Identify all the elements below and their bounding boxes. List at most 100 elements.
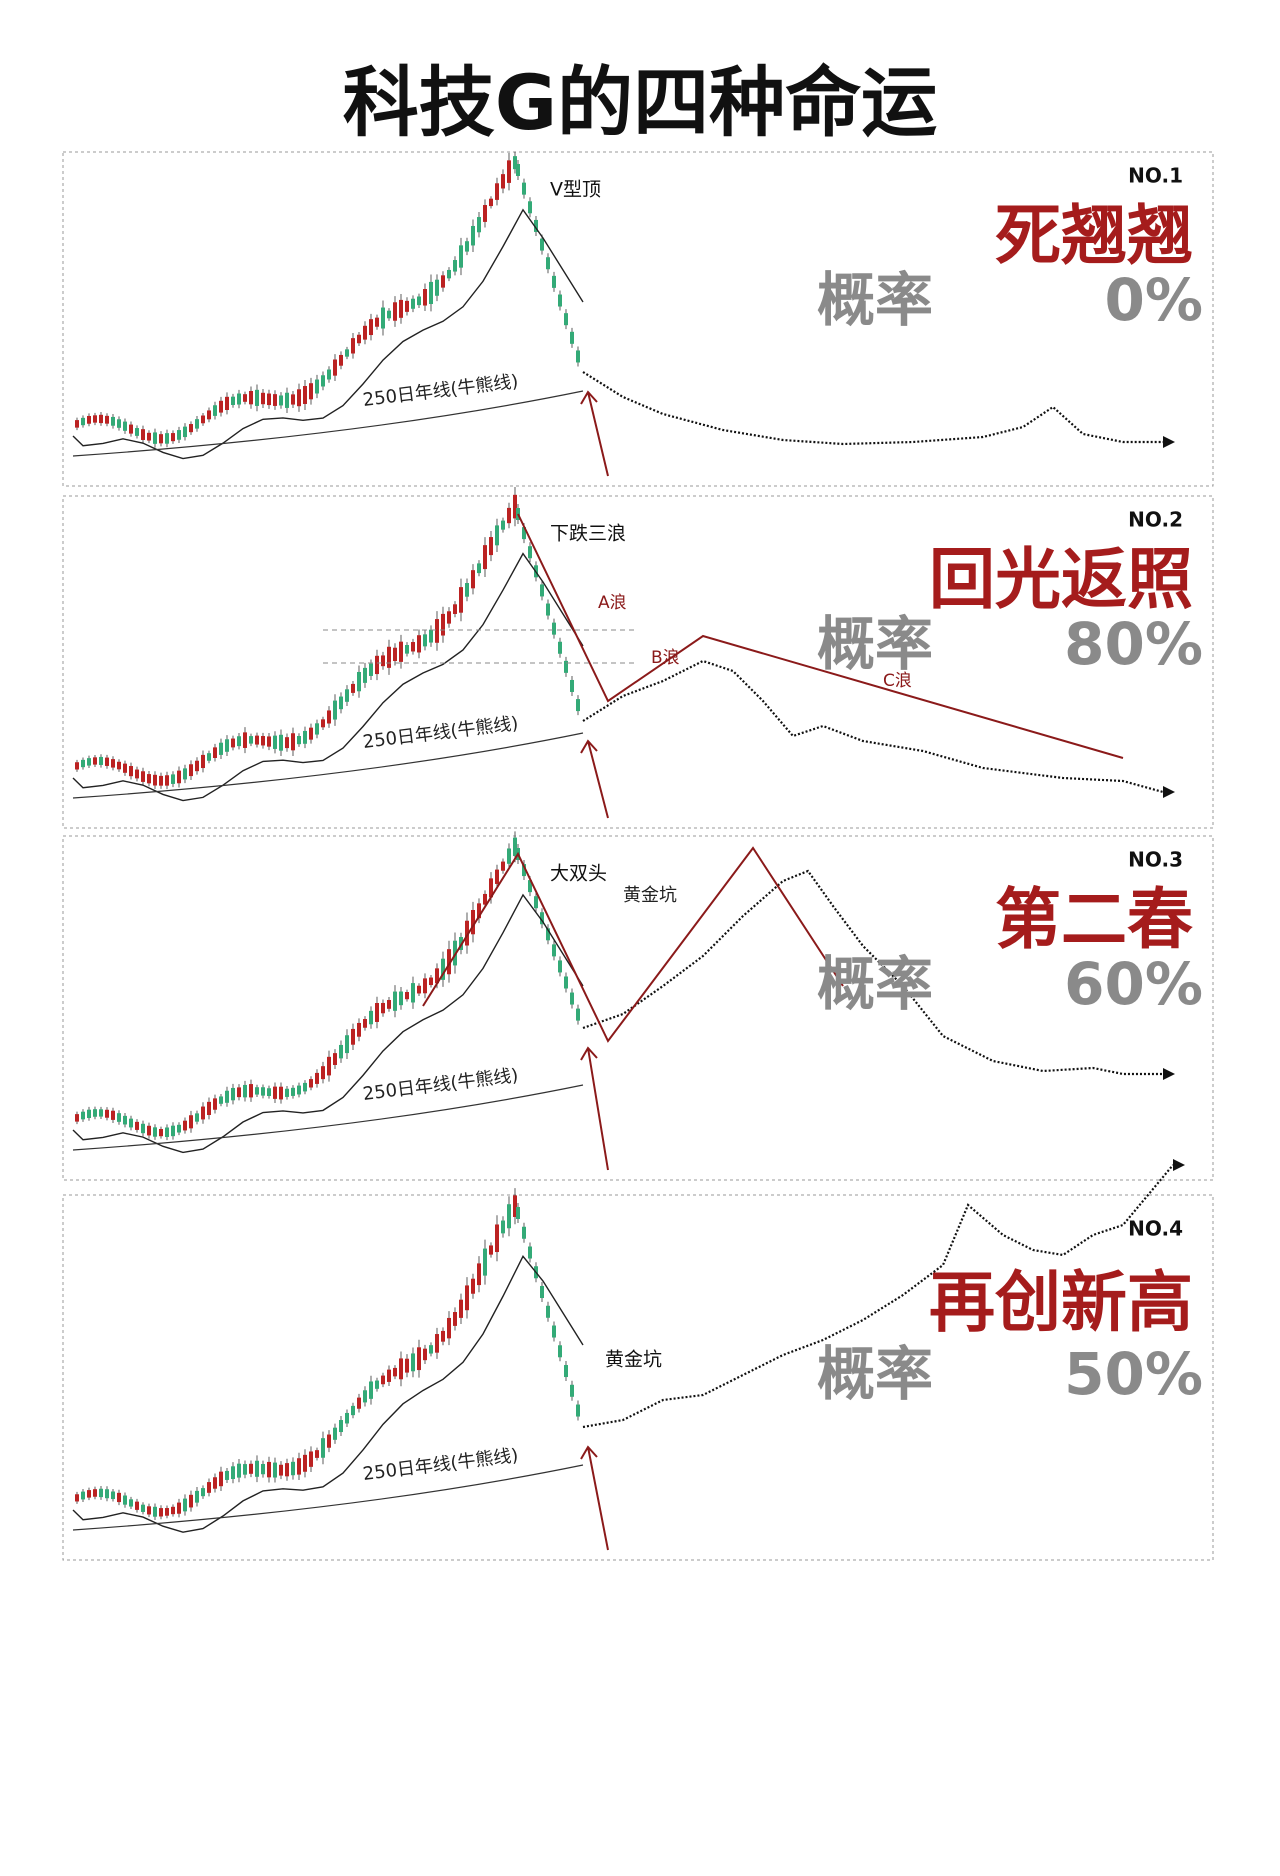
candle <box>159 434 163 444</box>
panel-frame <box>62 1194 1214 1561</box>
candle <box>309 1451 313 1467</box>
candle <box>387 646 391 668</box>
candle <box>81 1111 85 1120</box>
bottom-arrow <box>580 390 609 477</box>
candle <box>528 546 532 559</box>
candle <box>321 1066 325 1080</box>
candle <box>513 494 517 519</box>
bottom-arrow <box>580 1046 609 1171</box>
candle <box>333 1053 337 1065</box>
prob-label: 概率 <box>817 610 933 678</box>
candle <box>279 1464 283 1476</box>
candle <box>375 1003 379 1022</box>
candle <box>81 417 85 426</box>
candle <box>489 878 493 898</box>
candle <box>129 766 133 777</box>
candle <box>471 225 475 246</box>
candle <box>339 354 343 366</box>
candle <box>339 1044 343 1059</box>
candle <box>225 1090 229 1103</box>
candle <box>219 1096 223 1104</box>
candle <box>363 667 367 683</box>
candle <box>141 771 145 782</box>
candle <box>285 392 289 408</box>
candle <box>123 421 127 431</box>
candle <box>375 1380 379 1389</box>
candle <box>357 671 361 692</box>
candle <box>291 1087 295 1096</box>
candle <box>453 1312 457 1326</box>
candle <box>189 1115 193 1129</box>
candle <box>369 1381 373 1399</box>
candle <box>507 507 511 524</box>
candle <box>357 1397 361 1409</box>
candle <box>147 1506 151 1515</box>
candle <box>201 1106 205 1120</box>
arrow-head <box>1163 1068 1175 1080</box>
candle <box>141 429 145 440</box>
moving-average <box>72 208 584 460</box>
candle <box>564 660 568 673</box>
candle <box>411 642 415 652</box>
candle <box>495 1224 499 1253</box>
candle <box>171 433 175 442</box>
candle <box>333 700 337 720</box>
price-tail <box>582 1164 1174 1429</box>
candle <box>495 869 499 884</box>
candle <box>105 1489 109 1499</box>
candle <box>153 1506 157 1517</box>
candle <box>135 1121 139 1130</box>
candle <box>207 753 211 761</box>
candle <box>177 430 181 440</box>
candle <box>447 1317 451 1339</box>
wave-lines <box>517 513 1124 759</box>
candle <box>387 1369 391 1382</box>
candle <box>303 386 307 404</box>
candle <box>435 1334 439 1353</box>
candle <box>93 1109 97 1117</box>
candle <box>441 275 445 288</box>
candle <box>297 736 301 745</box>
candle <box>489 1245 493 1255</box>
candle <box>153 1127 157 1137</box>
candle <box>528 880 532 893</box>
candle <box>309 383 313 400</box>
price-tail <box>582 659 1164 794</box>
candle <box>423 634 427 647</box>
candle <box>291 733 295 751</box>
candle <box>423 1348 427 1361</box>
candle <box>381 655 385 667</box>
candle <box>129 1499 133 1507</box>
candle <box>411 298 415 309</box>
candle <box>213 1098 217 1110</box>
candle <box>333 359 337 376</box>
candle <box>231 396 235 405</box>
candle <box>207 1101 211 1115</box>
candle <box>159 1128 163 1137</box>
candle <box>207 1482 211 1493</box>
candle <box>93 757 97 765</box>
moving-average <box>72 1255 584 1533</box>
note: 黄金坑 <box>623 885 677 906</box>
candle <box>429 629 433 643</box>
candle <box>399 299 403 318</box>
candle <box>363 1018 367 1028</box>
bottom-arrow <box>580 739 609 819</box>
candle <box>459 587 463 613</box>
candle <box>165 1127 169 1137</box>
candle <box>447 949 451 975</box>
candle <box>87 415 91 424</box>
candle <box>507 848 511 864</box>
candle <box>279 1086 283 1100</box>
arrow-head <box>1173 1159 1185 1171</box>
prob-label: 概率 <box>817 1340 933 1408</box>
candle <box>129 1118 133 1128</box>
candle <box>285 737 289 749</box>
candle <box>513 837 517 857</box>
candle <box>363 1390 367 1403</box>
candle <box>501 1220 505 1234</box>
candle <box>441 613 445 636</box>
candle <box>279 395 283 406</box>
